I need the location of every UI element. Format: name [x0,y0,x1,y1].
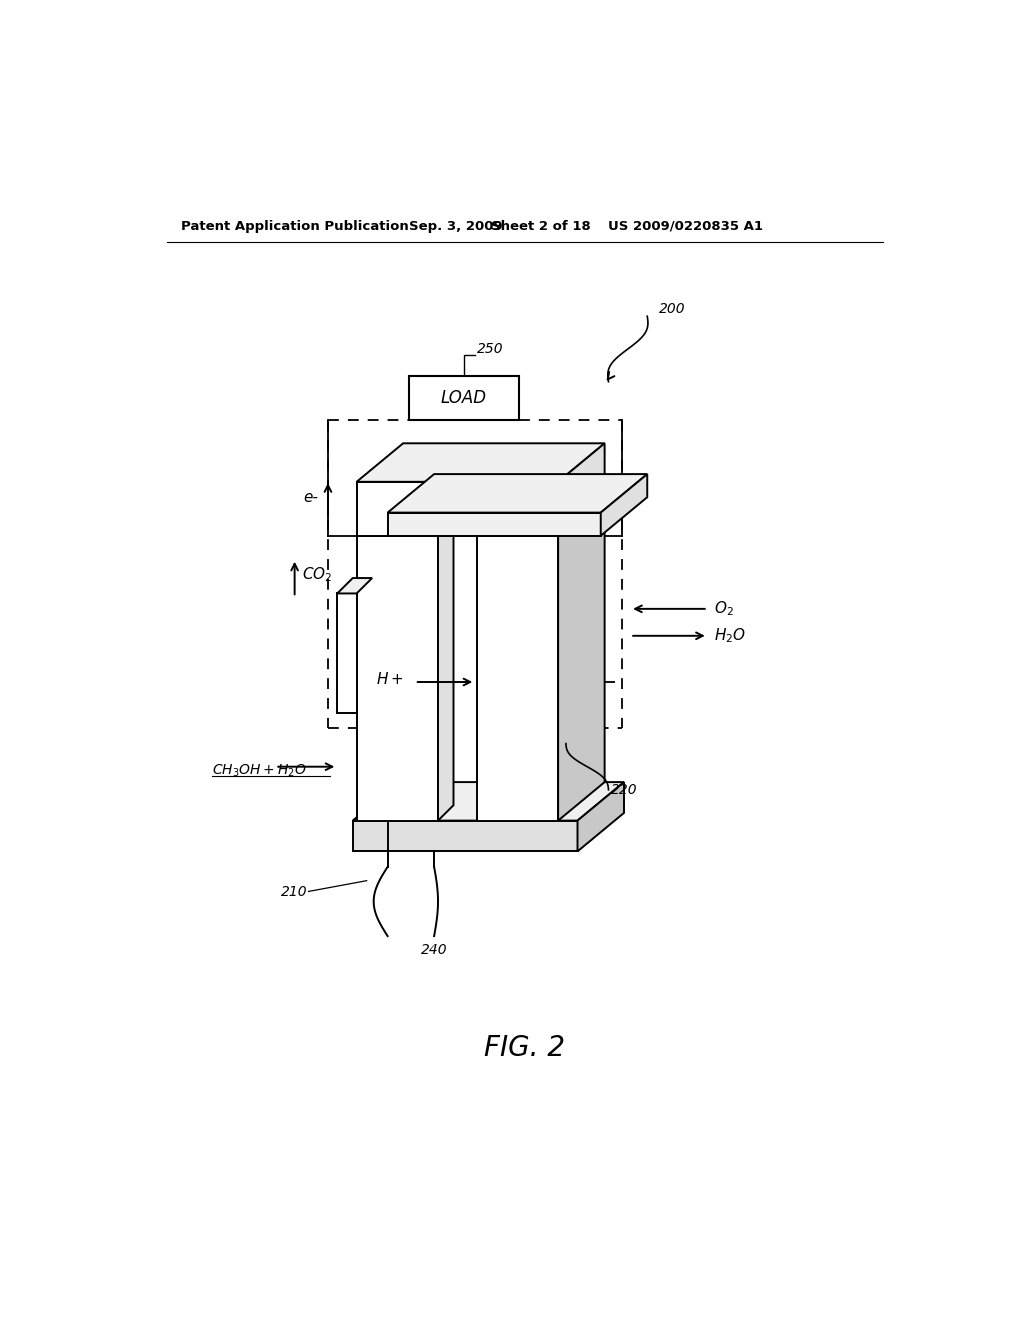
Polygon shape [388,474,647,512]
Text: $H_2O$: $H_2O$ [714,627,746,645]
Polygon shape [558,444,604,536]
Polygon shape [558,498,604,821]
Text: $CO_2$: $CO_2$ [302,565,333,583]
Text: e-: e- [304,490,318,504]
Polygon shape [337,578,372,594]
Polygon shape [438,520,454,821]
Text: $CH_3OH + H_2O$: $CH_3OH + H_2O$ [212,763,306,779]
Text: 240: 240 [421,942,447,957]
Text: Patent Application Publication: Patent Application Publication [180,219,409,232]
Text: US 2009/0220835 A1: US 2009/0220835 A1 [608,219,764,232]
Text: Sheet 2 of 18: Sheet 2 of 18 [490,219,591,232]
Text: 200: 200 [658,301,685,315]
Polygon shape [477,536,558,821]
Polygon shape [578,781,624,851]
Bar [409,376,519,420]
Text: $H+$: $H+$ [376,671,403,686]
Text: 210: 210 [282,886,308,899]
Text: e-: e- [629,490,643,504]
Polygon shape [388,512,601,536]
Polygon shape [337,594,356,713]
Text: $O_2$: $O_2$ [714,599,733,618]
Text: Sep. 3, 2009: Sep. 3, 2009 [409,219,502,232]
Polygon shape [356,444,604,482]
Text: FIG. 2: FIG. 2 [484,1034,565,1061]
Polygon shape [352,781,624,821]
Text: LOAD: LOAD [441,389,487,407]
Polygon shape [352,821,578,851]
Text: 220: 220 [611,783,638,797]
Polygon shape [356,482,558,536]
Text: 250: 250 [477,342,504,356]
Polygon shape [601,474,647,536]
Polygon shape [356,536,438,821]
